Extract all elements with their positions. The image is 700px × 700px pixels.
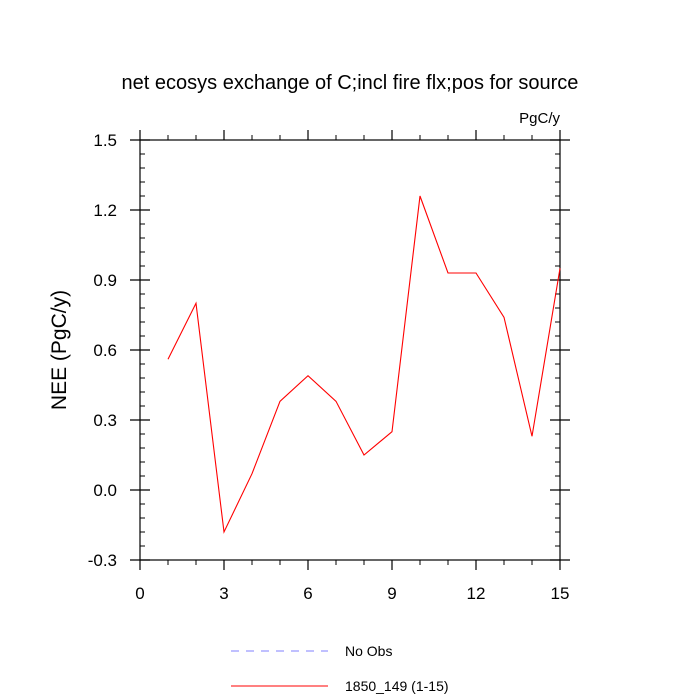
x-axis-ticks (139, 130, 561, 570)
legend-label-1850-149: 1850_149 (1-15) (345, 678, 449, 694)
x-tick-label: 3 (219, 584, 228, 603)
x-axis-tick-labels: 0 3 6 9 12 15 (135, 584, 569, 603)
x-tick-label: 9 (387, 584, 396, 603)
legend-label-no-obs: No Obs (345, 643, 392, 659)
y-axis-ticks (130, 139, 570, 561)
y-tick-label: 1.2 (93, 201, 117, 220)
plot-frame (139, 139, 561, 561)
units-label: PgC/y (519, 110, 560, 127)
x-tick-label: 15 (551, 584, 570, 603)
chart-title: net ecosys exchange of C;incl fire flx;p… (122, 72, 579, 94)
x-tick-label: 0 (135, 584, 144, 603)
y-tick-label: 0.6 (93, 341, 117, 360)
y-axis-title: NEE (PgC/y) (48, 290, 71, 410)
y-tick-label: -0.3 (88, 551, 117, 570)
y-axis-tick-labels: -0.3 0.0 0.3 0.6 0.9 1.2 1.5 (88, 131, 117, 570)
x-tick-label: 6 (303, 584, 312, 603)
series-layer (167, 195, 561, 534)
series-line (167, 195, 561, 534)
x-tick-label: 12 (467, 584, 486, 603)
legend: No Obs 1850_149 (1-15) (231, 643, 449, 694)
y-tick-label: 1.5 (93, 131, 117, 150)
y-tick-label: 0.9 (93, 271, 117, 290)
y-tick-label: 0.3 (93, 411, 117, 430)
y-tick-label: 0.0 (93, 481, 117, 500)
